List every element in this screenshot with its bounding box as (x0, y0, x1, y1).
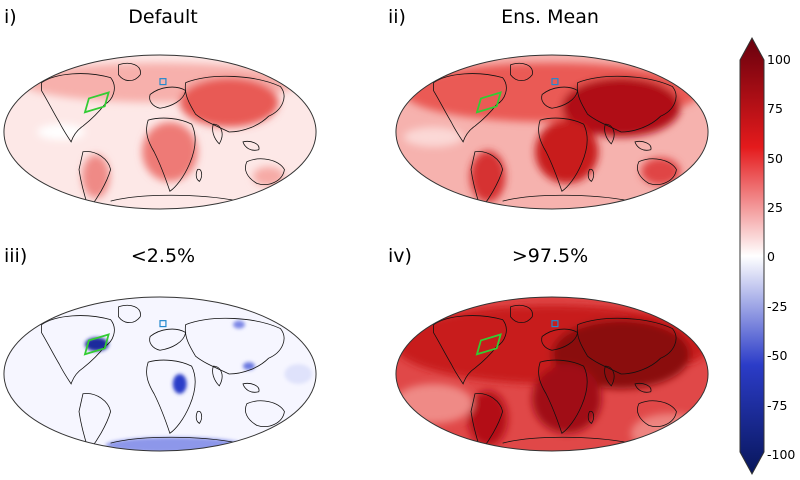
panel-title-low-percentile: <2.5% (130, 245, 196, 267)
panel-title-ens-mean: Ens. Mean (501, 6, 599, 28)
colorbar-tick: 25 (767, 200, 783, 215)
panel-label-iii: iii) (4, 245, 28, 267)
panel-label-i: i) (4, 6, 17, 28)
colorbar (739, 36, 765, 476)
map-panel-ens-mean (395, 54, 709, 210)
panel-title-default: Default (128, 6, 198, 28)
colorbar-tick: 0 (767, 249, 775, 264)
map-panel-default (3, 54, 317, 210)
map-panel-low-percentile (3, 296, 317, 452)
colorbar-tick: -50 (767, 348, 788, 363)
colorbar-tick: 50 (767, 151, 783, 166)
colorbar-tick: 100 (767, 52, 791, 67)
panel-label-iv: iv) (388, 245, 412, 267)
colorbar-tick: -25 (767, 299, 788, 314)
colorbar-tick: 75 (767, 101, 783, 116)
colorbar-tick: -75 (767, 398, 788, 413)
map-panel-high-percentile (395, 296, 709, 452)
panel-title-high-percentile: >97.5% (511, 245, 589, 267)
panel-label-ii: ii) (388, 6, 406, 28)
colorbar-tick: -100 (767, 447, 796, 462)
